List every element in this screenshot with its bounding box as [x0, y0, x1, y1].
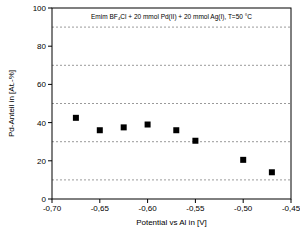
x-tick-label: -0,45	[282, 204, 300, 213]
x-tick-label: -0,65	[91, 204, 110, 213]
y-tick	[48, 46, 52, 47]
y-tick-label: 20	[37, 157, 46, 166]
y-tick-label: 60	[37, 80, 46, 89]
y-axis-label: Pd-Anteil in [At.-%]	[7, 70, 16, 137]
point	[269, 169, 275, 175]
point	[121, 124, 127, 130]
point	[97, 127, 103, 133]
y-tick	[48, 84, 52, 85]
x-axis-label: Potential vs Al in [V]	[136, 218, 207, 227]
grid-line	[52, 65, 291, 66]
x-tick	[195, 199, 196, 203]
y-tick	[48, 122, 52, 123]
x-tick	[291, 199, 292, 203]
grid-line	[52, 27, 291, 28]
x-tick-label: -0,50	[234, 204, 253, 213]
y-tick-label: 80	[37, 42, 46, 51]
y-tick-label: 100	[33, 4, 47, 13]
chart: 0 20 40 60 80 100 -0,70 -0,65 -0,60 -0,55 -0,50 -0,…	[0, 0, 300, 229]
y-tick	[48, 160, 52, 161]
points	[73, 115, 275, 175]
x-tick	[52, 199, 53, 203]
x-tick	[99, 199, 100, 203]
title: Emim BF₄Cl + 20 mmol Pd(II) + 20 mmol Ag…	[91, 13, 252, 21]
y-tick-label: 40	[37, 119, 46, 128]
point	[240, 157, 246, 163]
grid-line	[52, 103, 291, 104]
grid-line	[52, 141, 291, 142]
plot-frame	[52, 8, 291, 199]
point	[192, 138, 198, 144]
x-tick-label: -0,60	[138, 204, 157, 213]
y-tick	[48, 8, 52, 9]
point	[173, 127, 179, 133]
y-tick-label: 0	[42, 195, 47, 204]
grid-line	[52, 179, 291, 180]
x-tick	[243, 199, 244, 203]
x-tick-label: -0,70	[43, 204, 62, 213]
y-tick	[48, 199, 52, 200]
point	[145, 122, 151, 128]
x-tick	[147, 199, 148, 203]
x-tick-label: -0,55	[186, 204, 205, 213]
point	[73, 115, 79, 121]
